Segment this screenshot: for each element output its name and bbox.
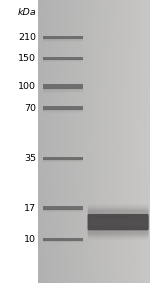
Bar: [43, 91, 83, 92]
Bar: [43, 160, 83, 161]
Bar: [43, 38, 83, 39]
Bar: [43, 239, 83, 240]
Bar: [43, 212, 83, 213]
Bar: [43, 157, 83, 160]
Text: 17: 17: [24, 203, 36, 213]
Text: kDa: kDa: [17, 8, 36, 17]
Bar: [43, 158, 83, 159]
FancyBboxPatch shape: [89, 218, 147, 226]
Bar: [43, 161, 83, 162]
Bar: [43, 240, 83, 241]
Text: 150: 150: [18, 53, 36, 63]
Bar: [43, 61, 83, 62]
Text: 10: 10: [24, 235, 36, 244]
Bar: [43, 87, 83, 88]
Bar: [43, 208, 83, 209]
Bar: [43, 90, 83, 91]
Bar: [43, 57, 83, 59]
Bar: [43, 111, 83, 112]
Text: 100: 100: [18, 82, 36, 91]
FancyBboxPatch shape: [88, 214, 149, 230]
Text: 35: 35: [24, 154, 36, 163]
Bar: [43, 60, 83, 61]
Bar: [43, 89, 83, 90]
Bar: [43, 209, 83, 210]
Text: 210: 210: [18, 33, 36, 42]
Text: 70: 70: [24, 104, 36, 113]
Bar: [43, 41, 83, 42]
Bar: [43, 58, 83, 59]
Bar: [43, 106, 83, 110]
Bar: [43, 88, 83, 89]
Bar: [43, 59, 83, 60]
Bar: [43, 109, 83, 110]
Bar: [43, 37, 83, 38]
Bar: [43, 238, 83, 241]
Bar: [43, 92, 83, 93]
Bar: [43, 241, 83, 242]
Bar: [43, 36, 83, 39]
Bar: [43, 110, 83, 111]
Bar: [43, 206, 83, 210]
Bar: [43, 86, 83, 87]
Bar: [43, 162, 83, 163]
Bar: [43, 39, 83, 40]
Bar: [43, 112, 83, 113]
Bar: [43, 40, 83, 41]
Bar: [43, 159, 83, 160]
Bar: [43, 108, 83, 109]
Bar: [43, 242, 83, 243]
Bar: [43, 210, 83, 211]
Bar: [43, 84, 83, 89]
Bar: [43, 211, 83, 212]
